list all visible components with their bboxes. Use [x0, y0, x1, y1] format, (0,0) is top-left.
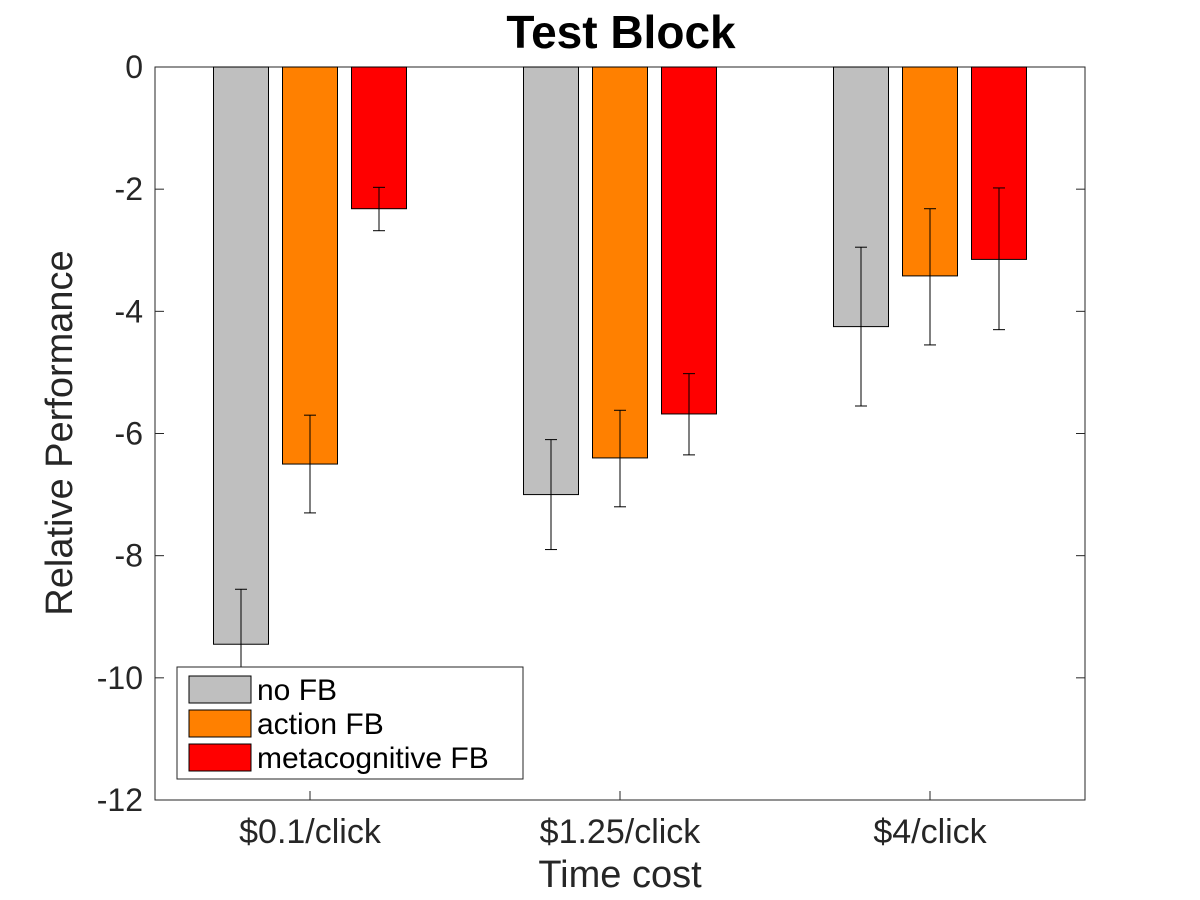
y-tick-label: 0 [125, 49, 143, 85]
x-tick-label: $4/click [873, 813, 987, 851]
legend-swatch [188, 675, 252, 704]
legend-swatch [188, 709, 252, 738]
y-axis-label: Relative Performance [39, 250, 81, 615]
y-tick-label: -4 [115, 293, 143, 329]
legend-label: action FB [257, 708, 384, 741]
legend-swatch [188, 743, 252, 772]
x-axis-label: Time cost [538, 854, 702, 896]
x-tick-label: $1.25/click [540, 813, 702, 851]
y-axis: 0 -2 -4 -6 -8 -10 -12 [97, 49, 1085, 818]
y-tick-label: -10 [97, 660, 143, 696]
legend-label: metacognitive FB [257, 742, 489, 775]
bar [592, 66, 648, 459]
bar [351, 66, 407, 210]
y-tick-label: -12 [97, 782, 143, 818]
y-tick-label: -8 [115, 538, 143, 574]
bar [213, 66, 269, 645]
bar [523, 66, 579, 496]
y-tick-label: -6 [115, 416, 143, 452]
bar [282, 66, 338, 465]
x-axis: $0.1/click $1.25/click $4/click [239, 67, 988, 851]
y-tick-label: -2 [115, 171, 143, 207]
x-tick-label: $0.1/click [239, 813, 382, 851]
bar [661, 66, 717, 415]
legend-label: no FB [257, 674, 337, 707]
chart-title: Test Block [506, 6, 736, 58]
